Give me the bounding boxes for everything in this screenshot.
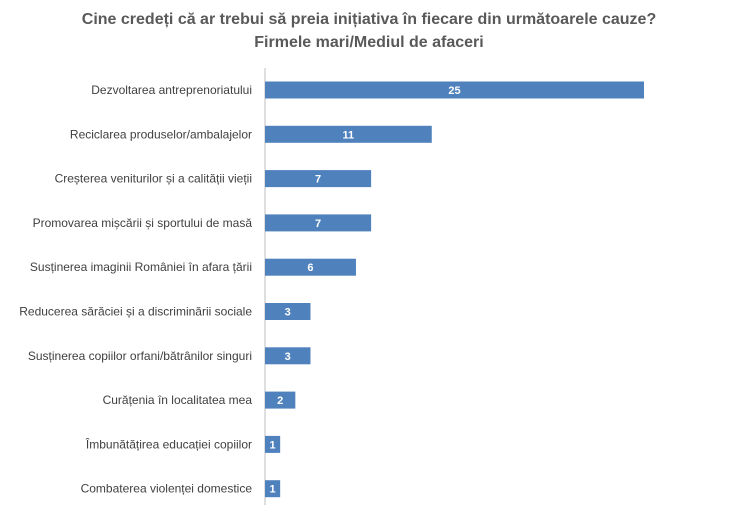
category-label: Îmbunătățirea educației copiilor (85, 436, 252, 451)
bar (265, 391, 296, 409)
data-label: 3 (285, 307, 291, 319)
data-label: 11 (343, 129, 355, 141)
data-label: 7 (315, 174, 321, 186)
category-label: Dezvoltarea antreprenoriatului (91, 83, 252, 97)
bar (265, 258, 356, 276)
bar (265, 480, 281, 498)
data-label: 1 (270, 484, 276, 496)
data-label: 6 (307, 262, 313, 274)
data-label: 3 (285, 351, 291, 363)
bar (265, 435, 281, 453)
data-label: 1 (270, 439, 276, 451)
category-label: Susținerea copiilor orfani/bătrânilor si… (28, 349, 252, 363)
category-label: Reducerea sărăciei și a discriminării so… (19, 305, 252, 319)
bar (265, 170, 372, 188)
category-label: Combaterea violenței domestice (81, 482, 253, 496)
category-label: Promovarea mișcării și sportului de masă (33, 216, 253, 230)
bar (265, 303, 311, 320)
bar (265, 347, 311, 365)
category-label: Curățenia în localitatea mea (103, 393, 253, 407)
category-label: Reciclarea produselor/ambalajelor (70, 127, 252, 141)
data-label: 2 (277, 395, 283, 407)
chart-subtitle: Firmele mari/Mediul de afaceri (254, 34, 484, 51)
data-label: 7 (315, 218, 321, 230)
data-label: 25 (448, 85, 460, 97)
category-label: Susținerea imaginii României în afara ță… (30, 260, 252, 274)
bar (265, 81, 644, 99)
category-label: Creșterea veniturilor și a calității vie… (55, 172, 252, 186)
chart-title: Cine credeți că ar trebui să preia iniți… (81, 11, 657, 28)
bar (265, 214, 372, 232)
bar (265, 125, 432, 143)
